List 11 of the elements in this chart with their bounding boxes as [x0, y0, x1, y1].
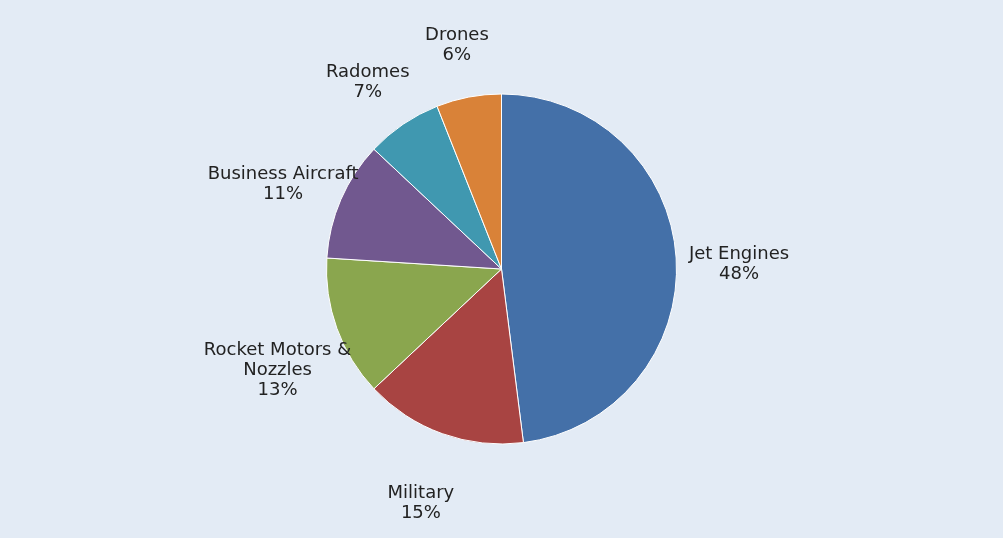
data-label: 11%: [263, 182, 304, 204]
data-label: 13%: [257, 377, 298, 399]
slice-label: Radomes: [325, 60, 410, 82]
data-label: 15%: [400, 500, 441, 522]
data-label: 7%: [353, 80, 383, 102]
slice-label: Jet Engines: [687, 242, 790, 264]
slice-label: Drones: [425, 23, 489, 45]
slice-label: Military: [387, 480, 455, 502]
data-label: 48%: [719, 262, 760, 284]
slice-label: Business Aircraft: [207, 162, 359, 184]
data-label: 6%: [442, 43, 472, 65]
